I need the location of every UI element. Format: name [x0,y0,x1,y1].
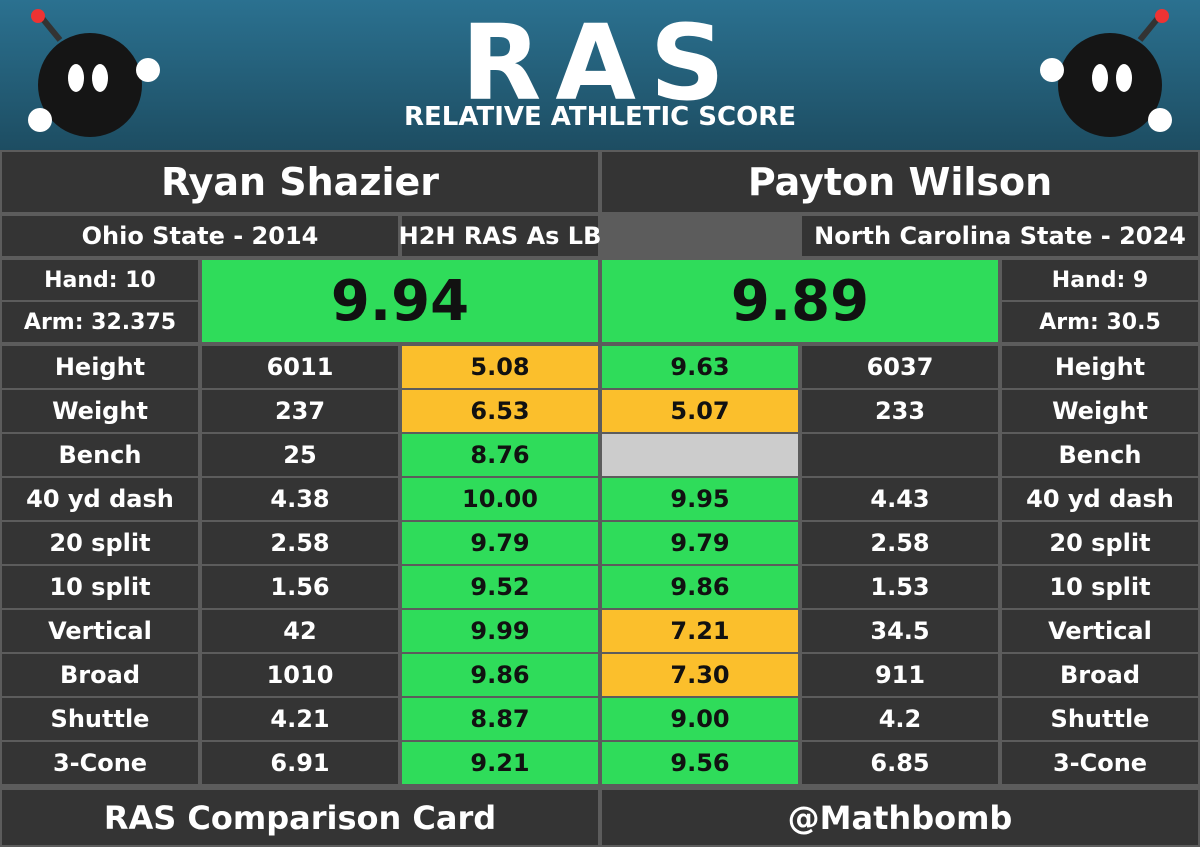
metric-label: 20 split [1002,522,1198,564]
measurement: 4.43 [802,478,998,520]
metric-label: 10 split [1002,566,1198,608]
score: 9.63 [602,346,798,388]
measurement: 6037 [802,346,998,388]
measurement: 237 [202,390,398,432]
player-name: Ryan Shazier [2,152,598,212]
measurement: 4.21 [202,698,398,740]
measurement: 1.56 [202,566,398,608]
score: 9.95 [602,478,798,520]
score: 9.56 [602,742,798,784]
score: 9.99 [402,610,598,652]
hand: Hand: 10 [2,260,198,300]
logo-subtitle: RELATIVE ATHLETIC SCORE [404,102,796,132]
ras-score: 9.89 [602,260,998,342]
measurement: 6011 [202,346,398,388]
footer-right: @Mathbomb [602,790,1198,845]
metric-label: Vertical [1002,610,1198,652]
logo: RAS [461,2,739,124]
score: 5.07 [602,390,798,432]
measurement: 2.58 [802,522,998,564]
measurement: 1.53 [802,566,998,608]
score: 7.21 [602,610,798,652]
score: 5.08 [402,346,598,388]
measurement [802,434,998,476]
measurement: 911 [802,654,998,696]
metric-label: 10 split [2,566,198,608]
metric-label: 40 yd dash [1002,478,1198,520]
mascots [28,9,1172,137]
metric-label: Broad [1002,654,1198,696]
header: RAS RELATIVE ATHLETIC SCORE [0,0,1200,150]
footer-left: RAS Comparison Card [2,790,598,845]
metric-label: Height [1002,346,1198,388]
score: 9.86 [402,654,598,696]
measurement: 2.58 [202,522,398,564]
player-name: Payton Wilson [602,152,1198,212]
score: 9.79 [602,522,798,564]
score: 10.00 [402,478,598,520]
metric-label: Vertical [2,610,198,652]
score: 9.21 [402,742,598,784]
metric-label: Bench [2,434,198,476]
mascot-right [1040,9,1172,137]
metric-label: Shuttle [2,698,198,740]
measurement: 42 [202,610,398,652]
metric-label: 20 split [2,522,198,564]
score: 6.53 [402,390,598,432]
comparison-label: H2H RAS As LB [399,216,601,256]
score: 7.30 [602,654,798,696]
measurement: 233 [802,390,998,432]
player-school: North Carolina State - 2024 [802,216,1198,256]
measurement: 1010 [202,654,398,696]
measurement: 4.2 [802,698,998,740]
measurement: 25 [202,434,398,476]
score: 9.86 [602,566,798,608]
mascot-left [28,9,160,137]
metric-label: Height [2,346,198,388]
measurement: 34.5 [802,610,998,652]
metric-label: 3-Cone [1002,742,1198,784]
player-school: Ohio State - 2014 [2,216,398,256]
score: 9.79 [402,522,598,564]
metric-label: 40 yd dash [2,478,198,520]
measurement: 6.85 [802,742,998,784]
measurement: 6.91 [202,742,398,784]
score: 9.00 [602,698,798,740]
metric-label: 3-Cone [2,742,198,784]
score [602,434,798,476]
measurement: 4.38 [202,478,398,520]
metric-label: Bench [1002,434,1198,476]
arm: Arm: 32.375 [2,302,198,342]
hand: Hand: 9 [1002,260,1198,300]
score: 8.76 [402,434,598,476]
score: 8.87 [402,698,598,740]
metric-label: Shuttle [1002,698,1198,740]
metric-label: Weight [2,390,198,432]
arm: Arm: 30.5 [1002,302,1198,342]
ras-score: 9.94 [202,260,598,342]
metric-label: Weight [1002,390,1198,432]
score: 9.52 [402,566,598,608]
metric-label: Broad [2,654,198,696]
